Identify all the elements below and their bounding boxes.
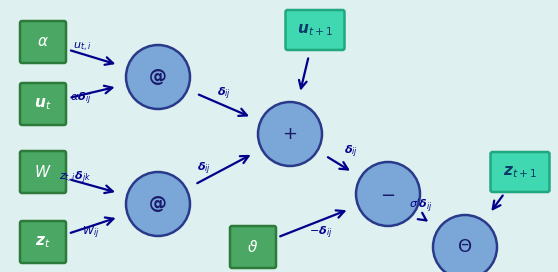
Text: $u_{t,i}$: $u_{t,i}$ <box>74 41 92 54</box>
Text: $\alpha$: $\alpha$ <box>37 35 49 50</box>
Circle shape <box>356 162 420 226</box>
Text: $W_{ij}$: $W_{ij}$ <box>82 225 99 241</box>
Text: $\boldsymbol{u}_{t+1}$: $\boldsymbol{u}_{t+1}$ <box>297 22 333 38</box>
Circle shape <box>433 215 497 272</box>
Circle shape <box>126 45 190 109</box>
FancyBboxPatch shape <box>20 83 66 125</box>
FancyBboxPatch shape <box>230 226 276 268</box>
FancyBboxPatch shape <box>20 221 66 263</box>
FancyBboxPatch shape <box>490 152 550 192</box>
Text: $\alpha\boldsymbol{\delta}_{ij}$: $\alpha\boldsymbol{\delta}_{ij}$ <box>70 90 91 107</box>
FancyBboxPatch shape <box>286 10 344 50</box>
Text: $z_{t,i}\boldsymbol{\delta}_{jk}$: $z_{t,i}\boldsymbol{\delta}_{jk}$ <box>60 170 92 186</box>
Text: $\boldsymbol{z}_t$: $\boldsymbol{z}_t$ <box>35 234 51 250</box>
Text: $\boldsymbol{u}_t$: $\boldsymbol{u}_t$ <box>34 96 52 112</box>
Text: $\boldsymbol{z}_{t+1}$: $\boldsymbol{z}_{t+1}$ <box>503 164 537 180</box>
FancyBboxPatch shape <box>20 151 66 193</box>
Text: $\vartheta$: $\vartheta$ <box>247 239 258 255</box>
Text: $+$: $+$ <box>282 125 297 143</box>
Text: $\Theta$: $\Theta$ <box>458 238 473 256</box>
Text: $\boldsymbol{\delta}_{ij}$: $\boldsymbol{\delta}_{ij}$ <box>344 144 358 160</box>
Text: @: @ <box>149 68 167 86</box>
Text: $-$: $-$ <box>381 185 396 203</box>
Circle shape <box>126 172 190 236</box>
Text: $\boldsymbol{\delta}_{ij}$: $\boldsymbol{\delta}_{ij}$ <box>217 85 231 102</box>
Text: $\sigma'\boldsymbol{\delta}_{ij}$: $\sigma'\boldsymbol{\delta}_{ij}$ <box>410 198 434 215</box>
Text: $-\boldsymbol{\delta}_{ij}$: $-\boldsymbol{\delta}_{ij}$ <box>309 224 332 241</box>
Text: $W$: $W$ <box>34 164 52 180</box>
Text: @: @ <box>149 195 167 213</box>
Circle shape <box>258 102 322 166</box>
FancyBboxPatch shape <box>20 21 66 63</box>
Text: $\boldsymbol{\delta}_{ij}$: $\boldsymbol{\delta}_{ij}$ <box>197 161 211 177</box>
